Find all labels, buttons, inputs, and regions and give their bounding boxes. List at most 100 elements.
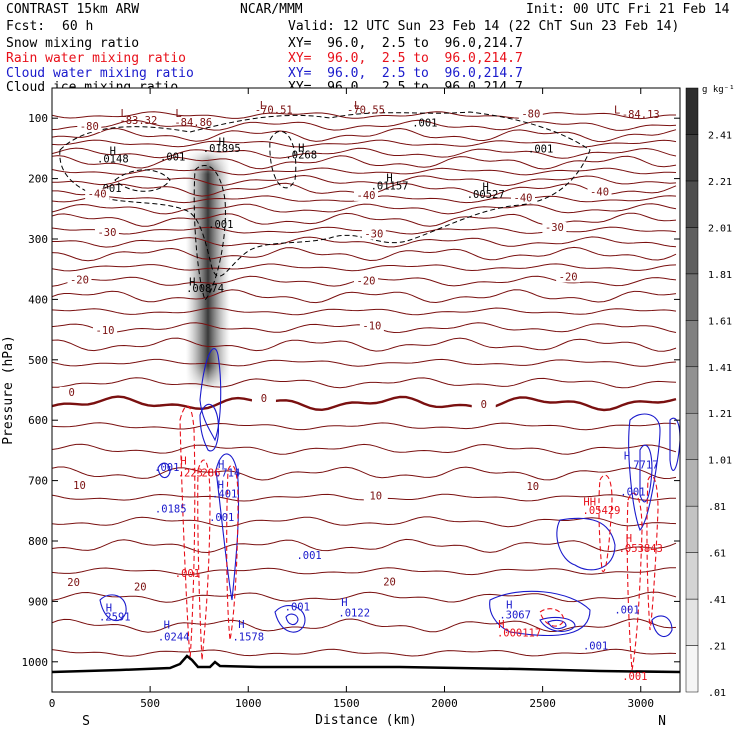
y-tick-label: 300 — [28, 233, 48, 246]
contour-annotations: -83.32L L-84.86L-70.51 L-70.55 L -84.13.001H… — [59, 100, 663, 683]
annotation-ice: .01895 — [203, 143, 241, 155]
forecast-label: Fcst: — [6, 19, 46, 34]
colorbar-swatch — [685, 273, 699, 321]
colorbar-swatch — [685, 180, 699, 228]
annotation-temp: L — [354, 100, 360, 112]
annotation-cloud: H — [218, 459, 224, 471]
annotation-ice: .00874 — [186, 283, 224, 295]
annotation-ice: .001 — [412, 118, 437, 130]
contour-label-bg — [67, 479, 92, 491]
colorbar-label: 1.81 — [708, 270, 732, 281]
cloud-ice-contour — [59, 111, 591, 277]
annotation-cloud: .0185 — [155, 504, 187, 516]
contour-label-bg — [518, 108, 543, 120]
colorbar-label: 2.01 — [708, 223, 732, 234]
temperature-contour-label: 0 — [261, 393, 267, 405]
valid-time: Valid: 12 UTC Sun 23 Feb 14 (22 ChT Sun … — [288, 19, 680, 34]
temperature-contour-label: 0 — [68, 387, 74, 399]
annotation-ice: .001 — [208, 219, 233, 231]
contour-label-bg — [354, 275, 378, 287]
contour-label-bg — [92, 325, 117, 337]
legend-cloud-water-xy: XY= 96.0, 2.5 to 96.0,214.7 — [288, 66, 523, 81]
contour-label-bg — [556, 271, 581, 283]
contour-label-bg — [587, 186, 612, 198]
colorbar-label: 2.41 — [708, 130, 732, 141]
colorbar-swatch — [685, 320, 699, 368]
colorbar-label: 1.21 — [708, 409, 732, 420]
temperature-contour-label: -20 — [70, 274, 89, 286]
temperature-isotherm — [52, 395, 677, 412]
annotation-rain: 286 — [201, 467, 220, 479]
temperature-contour-label: -80 — [80, 121, 99, 133]
colorbar-swatch — [685, 598, 699, 646]
annotation-cloud: H — [106, 603, 112, 615]
temperature-isotherm — [52, 289, 677, 304]
y-tick-label: 900 — [28, 595, 48, 608]
contour-label-bg — [363, 490, 388, 502]
temperature-isotherm — [52, 263, 677, 272]
cloud-water-contour — [489, 590, 591, 637]
temperature-contour-label: -10 — [96, 325, 115, 337]
annotation-cloud: H — [506, 600, 512, 612]
colorbar-label: 1.01 — [708, 456, 732, 467]
annotation-cloud: .001 — [285, 601, 310, 613]
cloud-water-contour — [547, 619, 567, 630]
y-tick-label: 500 — [28, 354, 48, 367]
temperature-isotherm — [52, 618, 677, 633]
temperature-contour-label: 10 — [526, 481, 539, 493]
y-tick-label: 1000 — [22, 656, 49, 669]
temperature-isotherm — [52, 111, 676, 120]
cloud-water-contour — [639, 444, 653, 503]
contour-label-bg — [85, 188, 110, 200]
annotation-ice: .00527 — [467, 189, 505, 201]
annotation-ice: .0268 — [285, 150, 317, 162]
cloud-water-contour — [157, 462, 171, 479]
temperature-contour-label: -10 — [362, 320, 381, 332]
annotation-temp: L — [175, 108, 181, 120]
annotation-rain: .05429 — [583, 505, 621, 517]
x-axis-label: Distance (km) — [315, 713, 417, 728]
colorbar-swatch — [685, 134, 699, 182]
rain-water-contour — [197, 459, 211, 661]
colorbar-label: .41 — [708, 595, 726, 606]
annotation-temp: L — [260, 100, 266, 112]
colorbar-swatch — [685, 227, 699, 275]
contour-label-bg — [359, 320, 384, 332]
north-end-label: N — [658, 714, 666, 729]
contour-label-bg — [128, 581, 153, 593]
cloud-water-contour — [99, 594, 127, 622]
cloud-water-contour — [199, 403, 219, 452]
temperature-contour-label: 20 — [383, 576, 396, 588]
x-tick-label: 500 — [140, 697, 160, 710]
temperature-contour-label: -30 — [97, 227, 116, 239]
temperature-isotherm — [52, 538, 677, 554]
temperature-isotherm — [52, 466, 677, 481]
annotation-cloud: .001 — [209, 512, 234, 524]
temperature-isotherm — [52, 212, 677, 227]
annotation-cloud: .3067 — [499, 609, 531, 621]
y-tick-label: 700 — [28, 475, 48, 488]
annotation-ice: H — [110, 145, 116, 157]
temperature-isotherm — [52, 591, 677, 603]
temperature-isotherm — [52, 167, 677, 176]
legend-snow-xy: XY= 96.0, 2.5 to 96.0,214.7 — [288, 36, 523, 51]
annotation-cloud: H — [341, 597, 347, 609]
rain-water-contour — [598, 474, 613, 573]
temperature-isotherm — [52, 246, 677, 262]
annotation-cloud: .001 — [583, 641, 608, 653]
temperature-isotherm — [52, 516, 677, 528]
cloud-water-contour — [628, 413, 661, 531]
y-tick-label: 100 — [28, 112, 48, 125]
rain-water-contours — [179, 405, 659, 671]
annotation-cloud: .0122 — [338, 608, 370, 620]
x-axis-ticks: 0 500 1000 1500 2000 2500 3000 — [49, 88, 654, 710]
colorbar-label: .01 — [708, 688, 726, 699]
annotation-cloud: H — [218, 479, 224, 491]
annotation-cloud: .401 — [212, 489, 237, 501]
temperature-isotherm — [52, 203, 677, 215]
terrain-line — [52, 654, 680, 674]
colorbar-unit: g kg⁻¹ — [702, 85, 735, 95]
contour-label-bg — [377, 576, 402, 588]
cloud-water-contour — [199, 348, 222, 442]
